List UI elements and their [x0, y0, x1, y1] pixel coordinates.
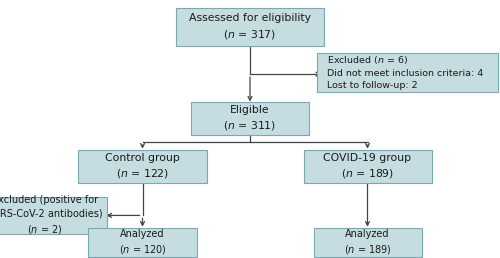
Text: Assessed for eligibility
($n$ = 317): Assessed for eligibility ($n$ = 317)	[189, 13, 311, 41]
FancyBboxPatch shape	[176, 8, 324, 46]
Text: COVID-19 group
($n$ = 189): COVID-19 group ($n$ = 189)	[324, 153, 412, 180]
FancyBboxPatch shape	[314, 228, 422, 257]
FancyBboxPatch shape	[0, 197, 106, 234]
FancyBboxPatch shape	[304, 150, 432, 183]
Text: Excluded (positive for
SARS-CoV-2 antibodies)
($n$ = 2): Excluded (positive for SARS-CoV-2 antibo…	[0, 195, 103, 236]
Text: Eligible
($n$ = 311): Eligible ($n$ = 311)	[224, 105, 276, 132]
FancyBboxPatch shape	[78, 150, 206, 183]
Text: Control group
($n$ = 122): Control group ($n$ = 122)	[105, 153, 180, 180]
FancyBboxPatch shape	[88, 228, 196, 257]
Text: Analyzed
($n$ = 189): Analyzed ($n$ = 189)	[344, 229, 392, 256]
FancyBboxPatch shape	[191, 102, 309, 135]
Text: Excluded ($n$ = 6)
Did not meet inclusion criteria: 4
Lost to follow-up: 2: Excluded ($n$ = 6) Did not meet inclusio…	[327, 54, 484, 90]
FancyBboxPatch shape	[318, 53, 498, 92]
Text: Analyzed
($n$ = 120): Analyzed ($n$ = 120)	[118, 229, 166, 256]
